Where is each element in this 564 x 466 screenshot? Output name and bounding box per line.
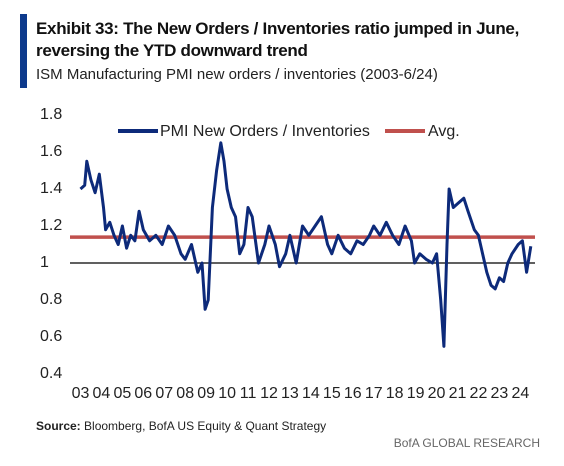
y-tick-label: 0.4 bbox=[40, 365, 62, 382]
y-tick-label: 1.6 bbox=[40, 143, 62, 160]
y-tick-label: 0.6 bbox=[40, 328, 62, 345]
source-text: Bloomberg, BofA US Equity & Quant Strate… bbox=[84, 419, 327, 433]
y-tick-label: 1 bbox=[40, 254, 49, 271]
x-tick-label: 18 bbox=[386, 385, 404, 402]
y-tick-label: 1.8 bbox=[40, 106, 62, 123]
x-tick-label: 13 bbox=[281, 385, 299, 402]
source: Source: Bloomberg, BofA US Equity & Quan… bbox=[36, 419, 326, 433]
x-tick-label: 10 bbox=[218, 385, 236, 402]
y-tick-label: 1.2 bbox=[40, 217, 62, 234]
x-tick-label: 21 bbox=[449, 385, 467, 402]
chart-subtitle: ISM Manufacturing PMI new orders / inven… bbox=[36, 66, 438, 83]
x-tick-label: 15 bbox=[323, 385, 341, 402]
source-label: Source: bbox=[36, 419, 81, 433]
x-tick-label: 20 bbox=[428, 385, 446, 402]
x-tick-label: 05 bbox=[113, 385, 131, 402]
x-tick-label: 14 bbox=[302, 385, 320, 402]
y-tick-label: 0.8 bbox=[40, 291, 62, 308]
footer: BofA GLOBAL RESEARCH bbox=[393, 436, 540, 450]
x-tick-label: 12 bbox=[260, 385, 278, 402]
x-tick-label: 06 bbox=[134, 385, 152, 402]
x-tick-label: 11 bbox=[240, 385, 257, 402]
x-tick-label: 16 bbox=[344, 385, 362, 402]
chart-title: Exhibit 33: The New Orders / Inventories… bbox=[36, 19, 520, 60]
y-tick-label: 1.4 bbox=[40, 180, 62, 197]
x-tick-label: 03 bbox=[72, 385, 90, 402]
x-tick-label: 19 bbox=[407, 385, 425, 402]
accent-bar bbox=[20, 14, 27, 88]
x-tick-label: 17 bbox=[365, 385, 383, 402]
legend-label: PMI New Orders / Inventories bbox=[160, 123, 370, 140]
x-tick-label: 09 bbox=[197, 385, 215, 402]
x-tick-label: 04 bbox=[93, 385, 111, 402]
x-tick-label: 08 bbox=[176, 385, 194, 402]
legend-label: Avg. bbox=[428, 123, 460, 140]
series-line bbox=[79, 141, 533, 348]
x-tick-label: 23 bbox=[490, 385, 508, 402]
x-tick-label: 07 bbox=[155, 385, 173, 402]
x-tick-label: 24 bbox=[511, 385, 529, 402]
x-tick-label: 22 bbox=[470, 385, 488, 402]
